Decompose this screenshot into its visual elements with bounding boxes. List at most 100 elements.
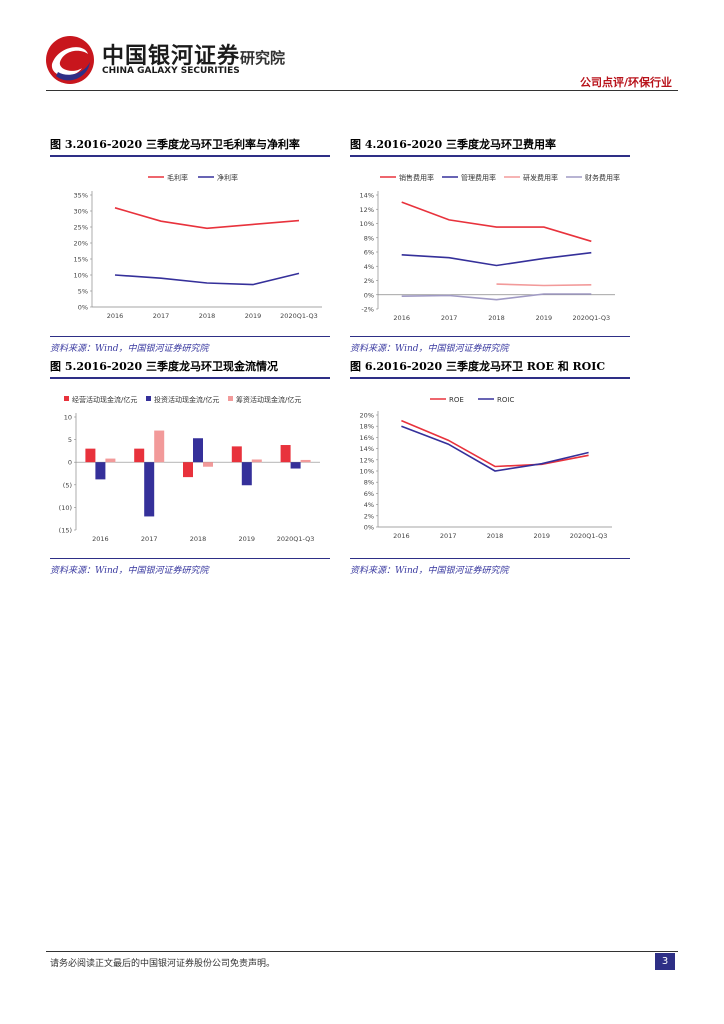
expense-ratio-chart: 销售费用率 管理费用率 研发费用率 财务费用率 14% 12% 10% 8% 6% 4% 2% 0% -… xyxy=(360,173,620,322)
figure-3: 图 3.2016-2020 三季度龙马环卫毛利率与净利率 毛利率 净利率 35% 30… xyxy=(50,137,330,354)
x-tick-label: 2020Q1-Q3 xyxy=(280,312,318,320)
series-line xyxy=(114,207,300,230)
bar-mark xyxy=(134,448,145,463)
y-tick-label: 4% xyxy=(364,501,374,509)
galaxy-logo-icon xyxy=(46,36,94,84)
x-tick-label: 2017 xyxy=(153,312,170,320)
disclaimer-text: 请务必阅读正文最后的中国银河证券股份公司免责声明。 xyxy=(50,959,276,969)
bar-mark xyxy=(154,430,165,463)
bar-mark xyxy=(231,446,242,463)
y-tick-label: 0% xyxy=(78,304,88,312)
report-category: 公司点评/环保行业 xyxy=(579,76,672,89)
x-tick-label: 2017 xyxy=(440,532,457,540)
y-tick-label: 20% xyxy=(360,412,374,420)
y-tick-label: 30% xyxy=(74,208,88,216)
bar-mark xyxy=(183,462,193,478)
y-tick-label: (15) xyxy=(59,527,72,535)
legend-label: 研发费用率 xyxy=(523,173,558,182)
figure-top-rule xyxy=(350,155,630,157)
y-tick-label: -2% xyxy=(361,306,374,314)
company-name-en: CHINA GALAXY SECURITIES xyxy=(102,66,240,76)
footer-divider xyxy=(46,951,678,952)
figure-bottom-rule xyxy=(50,558,330,559)
bar-mark xyxy=(251,459,262,463)
x-tick-label: 2017 xyxy=(441,314,458,322)
legend-label: 投资活动现金流/亿元 xyxy=(154,395,219,404)
bar-mark xyxy=(241,462,252,486)
x-tick-label: 2020Q1-Q3 xyxy=(277,535,315,543)
y-tick-label: 10% xyxy=(360,468,374,476)
x-tick-label: 2016 xyxy=(92,535,109,543)
figure-6: 图 6.2016-2020 三季度龙马环卫 ROE 和 ROIC ROE ROIC… xyxy=(350,359,630,576)
figure-bottom-rule xyxy=(50,336,330,337)
y-tick-label: (10) xyxy=(59,504,72,512)
x-tick-label: 2016 xyxy=(393,532,410,540)
legend-label: 经营活动现金流/亿元 xyxy=(72,395,137,404)
series-line xyxy=(401,201,592,243)
series-line xyxy=(401,293,592,301)
x-tick-label: 2016 xyxy=(107,312,124,320)
y-tick-label: 16% xyxy=(360,434,374,442)
x-tick-label: 2019 xyxy=(239,535,256,543)
x-tick-label: 2017 xyxy=(141,535,158,543)
y-tick-label: 20% xyxy=(74,240,88,248)
header-divider xyxy=(46,90,678,91)
y-tick-label: 0 xyxy=(68,459,72,467)
y-tick-label: 0% xyxy=(364,291,374,299)
company-logo: 中国银河证券 研究院 CHINA GALAXY SECURITIES xyxy=(44,30,314,90)
bar-mark xyxy=(144,462,155,517)
y-tick-label: 25% xyxy=(74,224,88,232)
legend-swatch xyxy=(228,396,233,401)
x-tick-label: 2019 xyxy=(245,312,262,320)
company-name-cn: 中国银河证券 xyxy=(102,44,241,69)
y-tick-label: 2% xyxy=(364,277,374,285)
y-tick-label: 12% xyxy=(360,456,374,464)
legend-label: ROE xyxy=(449,396,464,404)
margin-chart: 毛利率 净利率 35% 30% 25% 20% 15% 10% 5% 0% 2016 2017 2018… xyxy=(74,173,322,320)
x-tick-label: 2018 xyxy=(199,312,216,320)
x-tick-label: 2018 xyxy=(190,535,207,543)
page-number: 3 xyxy=(655,953,675,970)
legend-label: 净利率 xyxy=(217,173,238,182)
y-tick-label: 5% xyxy=(78,288,88,296)
y-tick-label: 10 xyxy=(64,414,72,422)
y-tick-label: 10% xyxy=(74,272,88,280)
figure-4: 图 4.2016-2020 三季度龙马环卫费用率 销售费用率 管理费用率 研发费用率… xyxy=(350,137,630,354)
x-tick-label: 2020Q1-Q3 xyxy=(572,314,610,322)
series-line xyxy=(114,272,300,286)
institute-name: 研究院 xyxy=(240,49,286,67)
legend-label: 销售费用率 xyxy=(399,173,434,182)
y-tick-label: 5 xyxy=(68,436,72,444)
y-tick-label: 6% xyxy=(364,490,374,498)
y-tick-label: 4% xyxy=(364,263,374,271)
legend-label: 财务费用率 xyxy=(585,173,620,182)
figure-top-rule xyxy=(50,155,330,157)
legend-label: ROIC xyxy=(497,396,514,404)
legend-swatch xyxy=(64,396,69,401)
bar-mark xyxy=(85,448,96,463)
figure-source: 资料来源：Wind，中国银河证券研究院 xyxy=(50,566,209,576)
legend-label: 管理费用率 xyxy=(461,173,496,182)
figure-source: 资料来源：Wind，中国银河证券研究院 xyxy=(350,566,509,576)
y-tick-label: 12% xyxy=(360,206,374,214)
figure-5: 图 5.2016-2020 三季度龙马环卫现金流情况 经营活动现金流/亿元 投资活… xyxy=(50,359,330,576)
bar-mark xyxy=(280,445,291,463)
x-tick-label: 2019 xyxy=(536,314,553,322)
legend-label: 筹资活动现金流/亿元 xyxy=(236,395,301,404)
bar-mark xyxy=(203,462,213,467)
y-tick-label: 35% xyxy=(74,192,88,200)
y-tick-label: 8% xyxy=(364,234,374,242)
x-tick-label: 2018 xyxy=(488,314,505,322)
y-tick-label: 8% xyxy=(364,479,374,487)
series-line xyxy=(496,283,592,287)
legend-swatch xyxy=(146,396,151,401)
bar-mark xyxy=(300,459,311,463)
x-tick-label: 2018 xyxy=(487,532,504,540)
y-tick-label: 2% xyxy=(364,512,374,520)
y-tick-label: (5) xyxy=(63,481,72,489)
figure-top-rule xyxy=(50,377,330,379)
series-line xyxy=(401,419,589,468)
bar-mark xyxy=(290,462,301,469)
bar-mark xyxy=(193,438,203,463)
figure-title: 图 5.2016-2020 三季度龙马环卫现金流情况 xyxy=(50,360,278,373)
